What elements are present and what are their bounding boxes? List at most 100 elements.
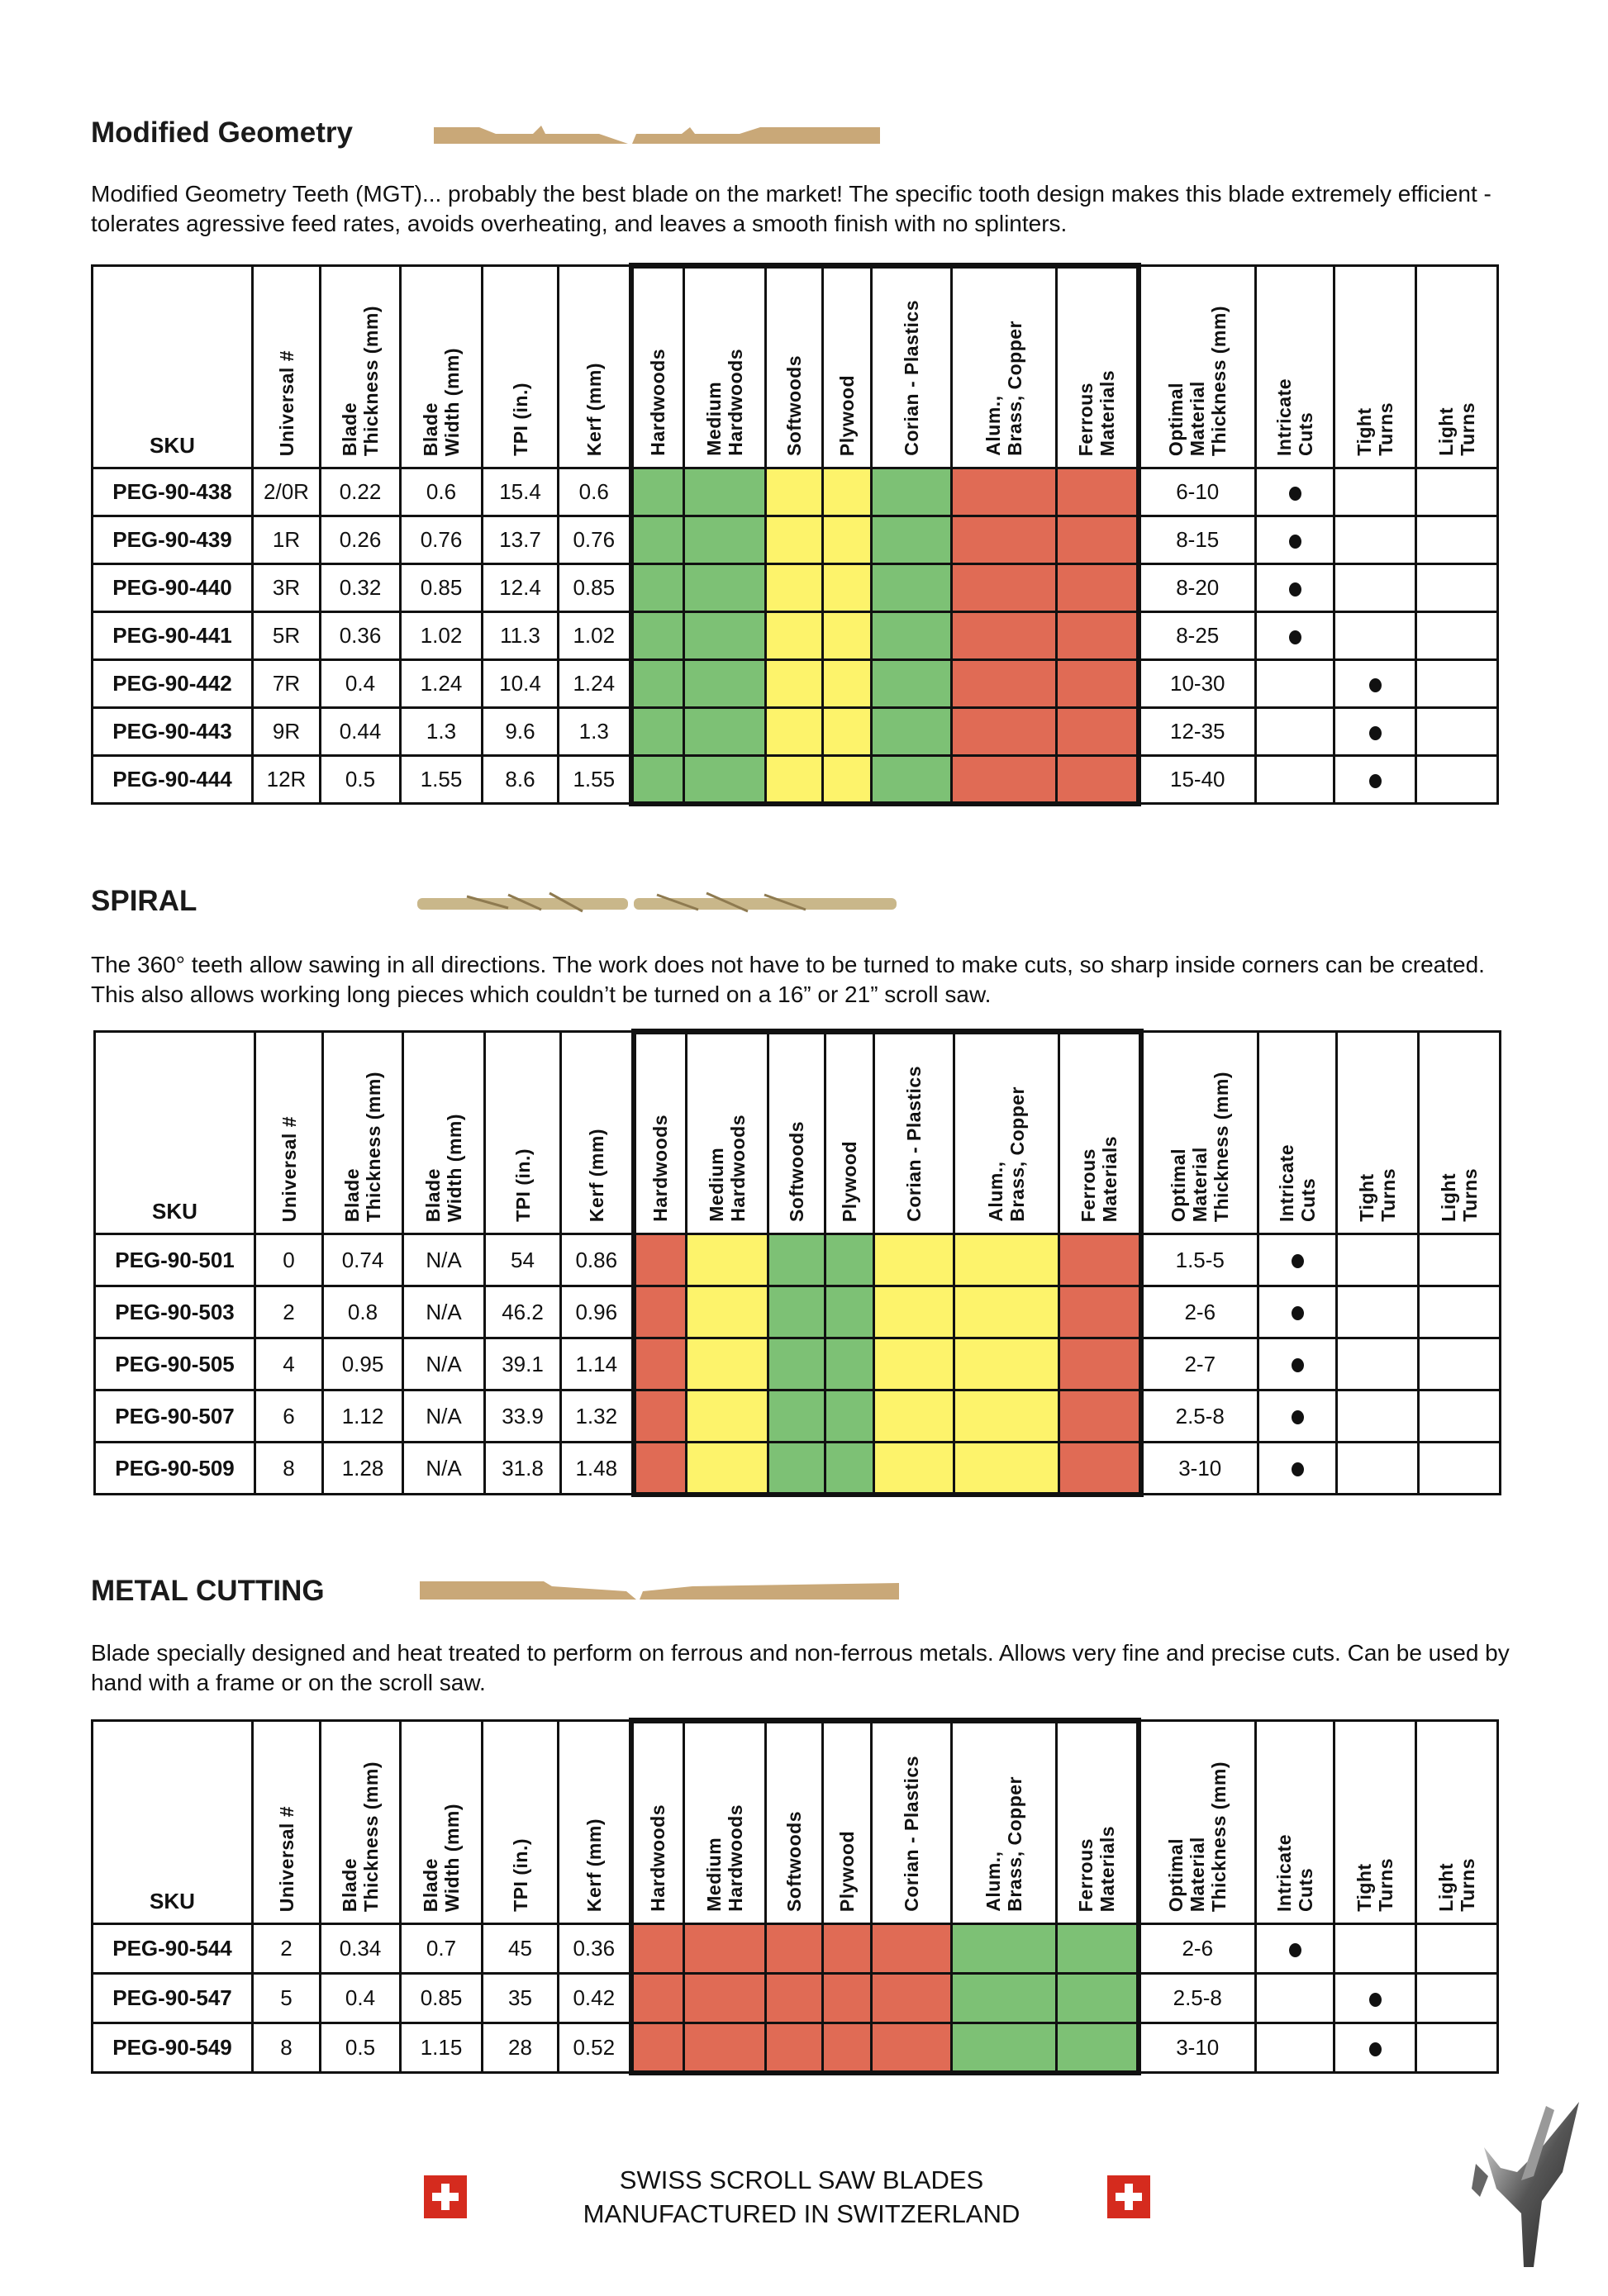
header-label: Alum., Brass, Copper [982, 1776, 1025, 1912]
material-suitability-ferrous-materials-red [1055, 754, 1141, 806]
header-label: Ferrous Materials [1078, 1135, 1121, 1222]
table-row: PEG-90-438 2/0R 0.22 0.6 15.4 0.6 6-10 [91, 467, 1499, 517]
material-suitability-hardwoods-green [628, 515, 685, 565]
tpi-cell: 35 [481, 1972, 559, 2024]
column-header-ferrous-materials: Ferrous Materials [1055, 1718, 1141, 1925]
bullet-dot-icon [1291, 1254, 1304, 1268]
blade-width-cell: N/A [402, 1441, 486, 1495]
material-suitability-medium-hardwoods-green [683, 563, 767, 613]
spiral-blade-image [417, 891, 897, 913]
material-suitability-medium-hardwoods-yellow [685, 1337, 769, 1391]
material-suitability-softwoods-red [764, 2022, 824, 2075]
sku-cell: PEG-90-501 [93, 1233, 256, 1287]
sku-cell: PEG-90-505 [93, 1337, 256, 1391]
column-header-hardwoods: Hardwoods [628, 1718, 685, 1925]
tight-cell [1335, 1337, 1420, 1391]
optimal-thickness-cell: 15-40 [1137, 754, 1257, 805]
material-suitability-hardwoods-red [628, 1923, 685, 1975]
kerf-cell: 0.76 [557, 515, 632, 565]
material-suitability-ferrous-materials-red [1058, 1285, 1144, 1339]
material-suitability-ferrous-materials-red [1055, 515, 1141, 565]
material-suitability-ferrous-materials-red [1055, 706, 1141, 757]
column-header-hardwoods: Hardwoods [630, 1029, 687, 1235]
material-suitability-corian-plastics-green [870, 515, 953, 565]
universal-cell: 5 [251, 1972, 321, 2024]
optimal-thickness-cell: 2-7 [1139, 1337, 1259, 1391]
column-header-alum-brass-copper: Alum., Brass, Copper [950, 1718, 1058, 1925]
material-suitability-hardwoods-green [628, 563, 685, 613]
kerf-cell: 1.3 [557, 706, 632, 757]
mgt-blade-image [434, 126, 880, 144]
universal-cell: 6 [254, 1389, 324, 1443]
blade-thickness-cell: 0.34 [319, 1923, 402, 1975]
material-suitability-alum-brass-copper-yellow [953, 1233, 1060, 1287]
material-suitability-hardwoods-green [628, 467, 685, 517]
light-cell [1415, 467, 1499, 517]
light-cell [1415, 515, 1499, 565]
universal-cell: 2/0R [251, 467, 321, 517]
header-label: Corian - Plastics [901, 300, 922, 456]
header-label: Medium Hardwoods [703, 349, 746, 456]
kerf-cell: 0.42 [557, 1972, 632, 2024]
blade-width-cell: N/A [402, 1389, 486, 1443]
tight-cell [1333, 563, 1417, 613]
material-suitability-corian-plastics-green [870, 467, 953, 517]
sku-cell: PEG-90-443 [91, 706, 254, 757]
optimal-thickness-cell: 2.5-8 [1139, 1389, 1259, 1443]
optimal-thickness-cell: 8-20 [1137, 563, 1257, 613]
intricate-cell [1254, 1923, 1335, 1975]
header-label: Tight Turns [1353, 402, 1396, 456]
material-suitability-alum-brass-copper-red [950, 658, 1058, 709]
table-row: PEG-90-441 5R 0.36 1.02 11.3 1.02 8-25 [91, 611, 1499, 661]
material-suitability-ferrous-materials-red [1055, 658, 1141, 709]
material-suitability-plywood-yellow [821, 706, 873, 757]
material-suitability-medium-hardwoods-green [683, 515, 767, 565]
light-cell [1415, 706, 1499, 757]
header-label: Optimal Material Thickness (mm) [1168, 1071, 1233, 1222]
material-suitability-corian-plastics-green [870, 706, 953, 757]
material-suitability-ferrous-materials-green [1055, 1923, 1141, 1975]
header-label: Ferrous Materials [1075, 1825, 1119, 1912]
header-label: Plywood [836, 1830, 858, 1912]
material-suitability-medium-hardwoods-red [683, 1972, 767, 2024]
spec-table-metal-cutting: SKU Universal # Blade Thickness (mm) Blade … [91, 1718, 1499, 2075]
column-header-tight-turns: Tight Turns [1333, 1719, 1417, 1925]
material-suitability-plywood-green [824, 1389, 875, 1443]
material-suitability-hardwoods-red [630, 1337, 687, 1391]
bullet-dot-icon [1288, 582, 1301, 597]
column-header-plywood: Plywood [821, 263, 873, 469]
header-label: TPI (in.) [509, 383, 531, 456]
blade-width-cell: 1.02 [399, 611, 483, 661]
header-label: Corian - Plastics [901, 1756, 922, 1912]
bullet-dot-icon [1368, 725, 1382, 740]
material-suitability-alum-brass-copper-red [950, 467, 1058, 517]
material-suitability-medium-hardwoods-green [683, 658, 767, 709]
material-suitability-softwoods-yellow [764, 706, 824, 757]
tpi-cell: 8.6 [481, 754, 559, 805]
optimal-thickness-cell: 8-15 [1137, 515, 1257, 565]
header-label: Softwoods [783, 1810, 805, 1912]
column-header-alum-brass-copper: Alum., Brass, Copper [953, 1029, 1060, 1235]
column-header-ferrous-materials: Ferrous Materials [1058, 1029, 1144, 1235]
kerf-cell: 0.6 [557, 467, 632, 517]
material-suitability-softwoods-green [767, 1337, 826, 1391]
material-suitability-hardwoods-red [630, 1389, 687, 1443]
bullet-dot-icon [1288, 630, 1301, 644]
header-label: Softwoods [783, 354, 805, 456]
material-suitability-corian-plastics-green [870, 658, 953, 709]
material-suitability-medium-hardwoods-yellow [685, 1233, 769, 1287]
sku-cell: PEG-90-549 [91, 2022, 254, 2074]
sku-cell: PEG-90-509 [93, 1441, 256, 1495]
material-suitability-ferrous-materials-green [1055, 1972, 1141, 2024]
material-suitability-ferrous-materials-red [1058, 1233, 1144, 1287]
table-row: PEG-90-547 5 0.4 0.85 35 0.42 2.5-8 [91, 1972, 1499, 2024]
spec-table-spiral: SKU Universal # Blade Thickness (mm) Blade … [93, 1029, 1501, 1497]
tight-cell [1333, 2022, 1417, 2074]
section-description: Modified Geometry Teeth (MGT)... probabl… [91, 181, 1491, 236]
sku-cell: PEG-90-547 [91, 1972, 254, 2024]
tpi-cell: 39.1 [483, 1337, 562, 1391]
blade-width-cell: N/A [402, 1285, 486, 1339]
material-suitability-plywood-green [824, 1285, 875, 1339]
header-label: Blade Width (mm) [420, 347, 463, 456]
kerf-cell: 1.24 [557, 658, 632, 709]
